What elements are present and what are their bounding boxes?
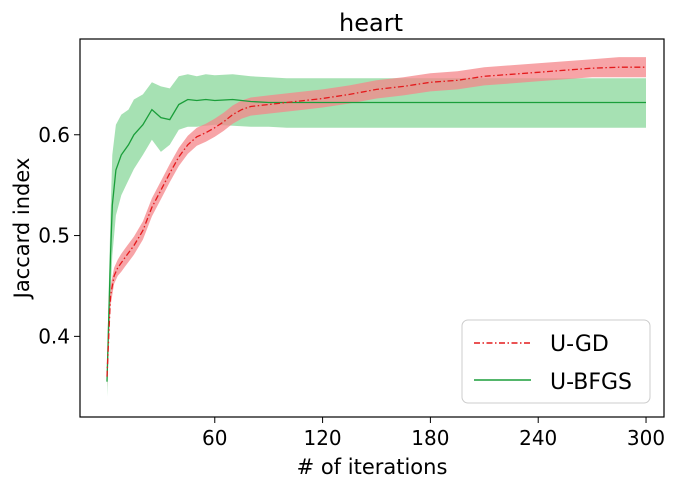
y-tick-label: 0.4 bbox=[38, 324, 70, 348]
y-tick-label: 0.6 bbox=[38, 123, 70, 147]
x-axis-ticks: 60 120 180 240 300 bbox=[202, 417, 665, 450]
series-line-u-bfgs bbox=[106, 98, 646, 382]
legend-label-u-bfgs: U-BFGS bbox=[550, 370, 632, 395]
legend: U-GD U-BFGS bbox=[461, 319, 651, 404]
y-tick-label: 0.5 bbox=[38, 224, 70, 248]
series-band-u-bfgs bbox=[107, 74, 646, 397]
x-tick-label: 300 bbox=[627, 426, 665, 450]
y-axis-label: Jaccard index bbox=[10, 158, 34, 301]
series-line-u-gd bbox=[106, 66, 646, 377]
x-tick-label: 60 bbox=[202, 426, 227, 450]
x-tick-label: 240 bbox=[519, 426, 557, 450]
plot-frame bbox=[79, 38, 665, 418]
chart-title: heart bbox=[339, 9, 403, 37]
x-axis-label: # of iterations bbox=[297, 455, 448, 479]
legend-box bbox=[461, 319, 651, 404]
x-tick-label: 180 bbox=[411, 426, 449, 450]
x-tick-label: 120 bbox=[303, 426, 341, 450]
plot-area bbox=[106, 57, 646, 397]
legend-label-u-gd: U-GD bbox=[550, 332, 609, 357]
y-axis-ticks: 0.4 0.5 0.6 bbox=[38, 123, 80, 348]
